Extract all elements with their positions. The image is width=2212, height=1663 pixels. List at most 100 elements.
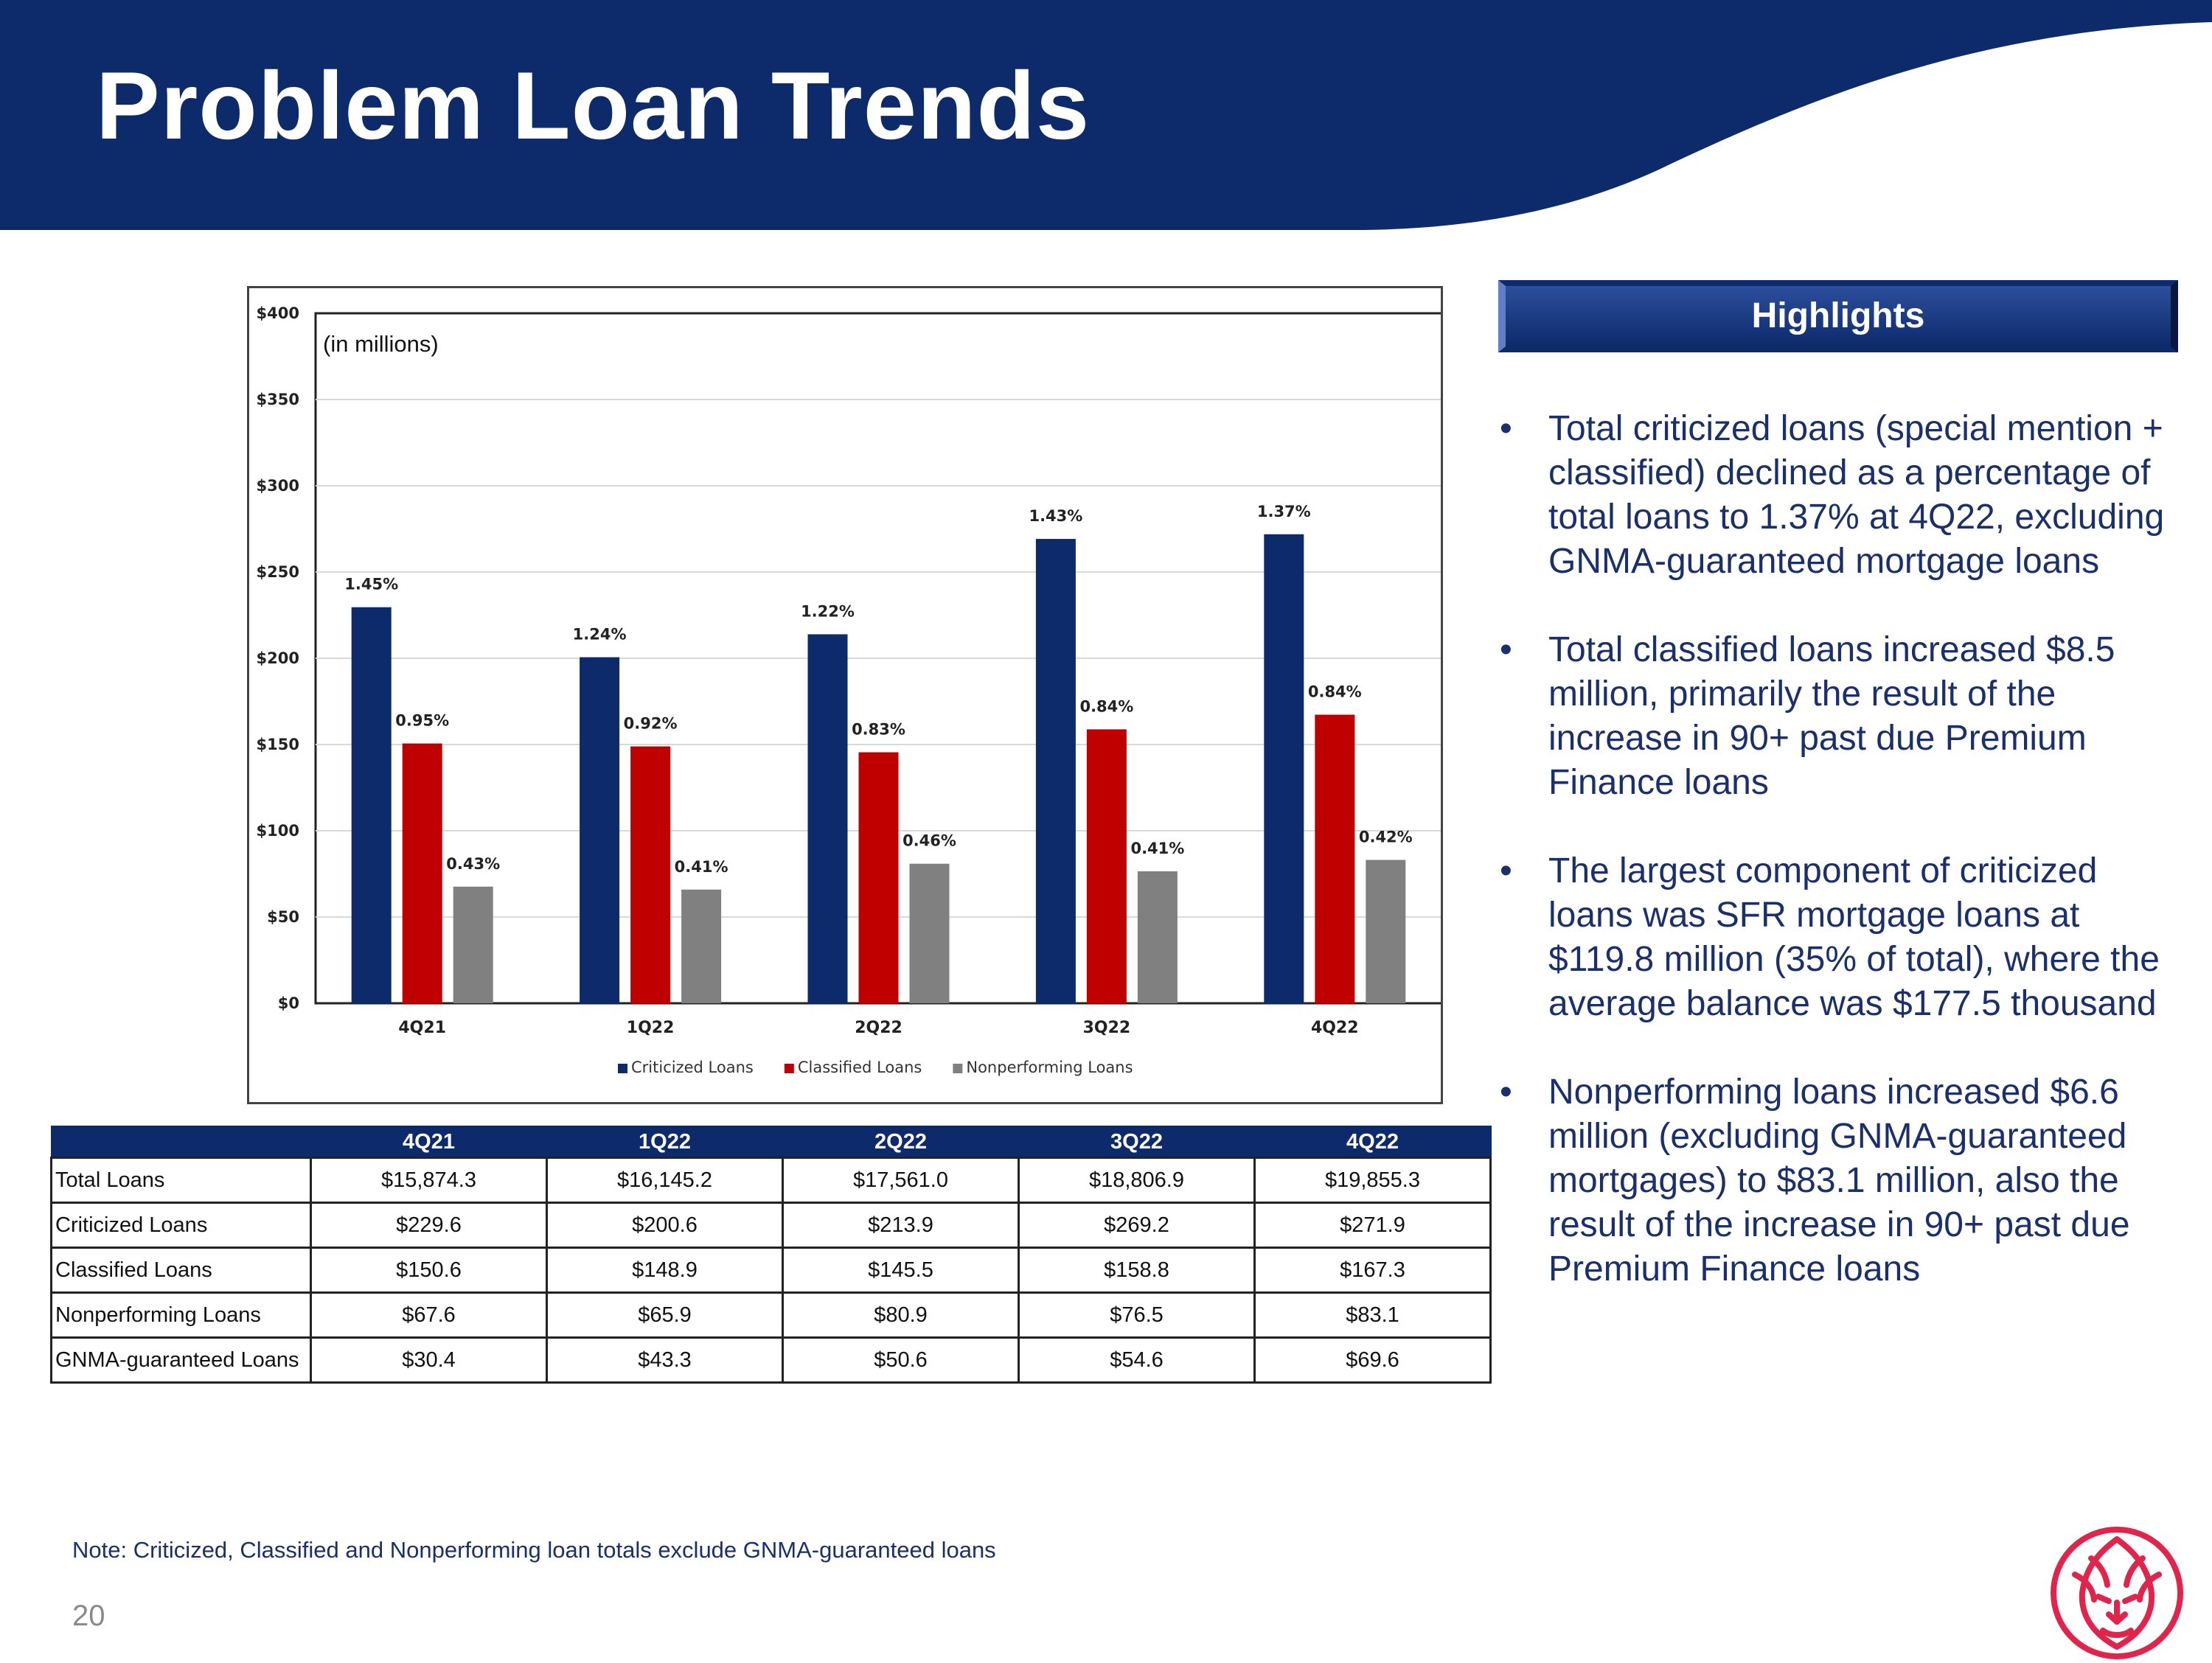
- data-label: 0.95%: [395, 712, 449, 730]
- list-item: • Total classified loans increased $8.5 m…: [1497, 628, 2183, 805]
- bullet-text: Total classified loans increased $8.5 mi…: [1548, 630, 2115, 802]
- lion-head-logo-icon: [2051, 1527, 2183, 1659]
- bullet-text: Nonperforming loans increased $6.6 milli…: [1548, 1073, 2130, 1289]
- table-cell: $80.9: [782, 1291, 1020, 1339]
- bar-nonperforming-loans: [1366, 860, 1406, 1003]
- bar-criticized-loans: [351, 607, 392, 1003]
- bar-classified-loans: [1086, 729, 1127, 1003]
- bullet-dot-icon: •: [1500, 851, 1512, 890]
- table-cell: $18,806.9: [1018, 1157, 1256, 1204]
- data-label: 1.37%: [1257, 503, 1311, 520]
- bar-nonperforming-loans: [681, 889, 722, 1003]
- table-cell: $67.6: [310, 1291, 548, 1339]
- highlights-banner: [1498, 280, 2178, 352]
- table-cell: $150.6: [310, 1247, 548, 1294]
- legend-swatch: [618, 1064, 627, 1073]
- bar-nonperforming-loans: [453, 886, 493, 1003]
- table-cell: $30.4: [310, 1336, 548, 1384]
- bar-criticized-loans: [1035, 539, 1076, 1003]
- table-cell: $50.6: [782, 1336, 1020, 1384]
- row-label: Total Loans: [50, 1157, 312, 1204]
- page-title: Problem Loan Trends: [96, 52, 1091, 159]
- data-label: 0.84%: [1079, 697, 1133, 715]
- table-cell: $15,874.3: [310, 1157, 548, 1204]
- y-tick-label: $100: [257, 822, 299, 840]
- list-item: • The largest component of criticized loa…: [1497, 849, 2183, 1026]
- bullet-dot-icon: •: [1500, 630, 1512, 669]
- data-label: 0.92%: [624, 715, 678, 733]
- bar-classified-loans: [1315, 714, 1355, 1003]
- data-label: 0.83%: [852, 721, 905, 739]
- table-cell: $43.3: [546, 1336, 784, 1384]
- table-cell: $269.2: [1018, 1202, 1256, 1249]
- y-tick-label: $200: [257, 649, 299, 667]
- row-label: Criticized Loans: [50, 1202, 312, 1249]
- header-banner: [0, 0, 2212, 230]
- data-label: 1.43%: [1029, 507, 1082, 525]
- list-item: • Nonperforming loans increased $6.6 mill…: [1497, 1070, 2183, 1291]
- bar-criticized-loans: [1264, 534, 1304, 1003]
- table-row: Criticized Loans $229.6 $200.6 $213.9 $2…: [50, 1202, 1492, 1249]
- bar-chart: $0 $50 $100 $150 $200 $250 $300 $350 $400 (in mil…: [247, 286, 1443, 1104]
- table-header-cell: 3Q22: [1018, 1126, 1256, 1159]
- table-cell: $229.6: [310, 1202, 548, 1249]
- data-label: 0.41%: [1130, 840, 1184, 857]
- table-cell: $54.6: [1018, 1336, 1256, 1384]
- table-header-corner: [50, 1126, 312, 1159]
- table-cell: $145.5: [782, 1247, 1020, 1294]
- x-tick-label: 4Q21: [398, 1019, 446, 1037]
- row-label: Nonperforming Loans: [50, 1291, 312, 1339]
- bullet-text: The largest component of criticized loan…: [1548, 851, 2160, 1023]
- y-tick-label: $150: [257, 736, 299, 753]
- bar-classified-loans: [858, 752, 899, 1003]
- table-cell: $148.9: [546, 1247, 784, 1294]
- bar-criticized-loans: [580, 657, 620, 1003]
- table-cell: $83.1: [1253, 1291, 1492, 1339]
- table-row: GNMA-guaranteed Loans $30.4 $43.3 $50.6 …: [50, 1336, 1492, 1384]
- table-cell: $65.9: [546, 1291, 784, 1339]
- legend-swatch: [784, 1064, 794, 1073]
- row-label: Classified Loans: [50, 1247, 312, 1294]
- table-header-cell: 4Q22: [1253, 1126, 1492, 1159]
- y-tick-label: $50: [267, 908, 299, 926]
- loan-data-table: 4Q21 1Q22 2Q22 3Q22 4Q22 Total Loans $15…: [50, 1126, 1492, 1384]
- bar-classified-loans: [630, 746, 671, 1003]
- table-cell: $158.8: [1018, 1247, 1256, 1294]
- y-tick-label: $350: [257, 391, 299, 408]
- table-cell: $213.9: [782, 1202, 1020, 1249]
- bar-nonperforming-loans: [909, 863, 950, 1003]
- bar-criticized-loans: [807, 634, 848, 1003]
- row-label: GNMA-guaranteed Loans: [50, 1336, 312, 1384]
- bullet-dot-icon: •: [1500, 409, 1512, 448]
- table-row: Nonperforming Loans $67.6 $65.9 $80.9 $7…: [50, 1291, 1492, 1339]
- table-header-cell: 2Q22: [782, 1126, 1020, 1159]
- legend-label: Classified Loans: [798, 1059, 922, 1076]
- y-tick-label: $0: [278, 994, 299, 1012]
- list-item: • Total criticized loans (special mention…: [1497, 407, 2183, 584]
- x-tick-label: 4Q22: [1311, 1019, 1359, 1037]
- data-label: 1.22%: [801, 602, 855, 620]
- table-cell: $17,561.0: [782, 1157, 1020, 1204]
- x-tick-label: 3Q22: [1083, 1019, 1131, 1037]
- table-header-row: 4Q21 1Q22 2Q22 3Q22 4Q22: [50, 1126, 1492, 1159]
- y-tick-label: $250: [257, 563, 299, 581]
- legend-label: Nonperforming Loans: [966, 1059, 1133, 1076]
- table-cell: $16,145.2: [546, 1157, 784, 1204]
- page-number: 20: [72, 1600, 105, 1632]
- unit-note: (in millions): [323, 331, 439, 357]
- table-cell: $76.5: [1018, 1291, 1256, 1339]
- table-cell: $167.3: [1253, 1247, 1492, 1294]
- data-label: 0.42%: [1359, 829, 1413, 846]
- data-label: 0.43%: [446, 855, 500, 873]
- data-label: 0.41%: [675, 858, 728, 876]
- table-cell: $19,855.3: [1253, 1157, 1492, 1204]
- table-cell: $69.6: [1253, 1336, 1492, 1384]
- footnote: Note: Criticized, Classified and Nonperf…: [72, 1537, 996, 1563]
- bullet-text: Total criticized loans (special mention …: [1548, 409, 2165, 581]
- legend-swatch: [953, 1064, 963, 1073]
- table-cell: $271.9: [1253, 1202, 1492, 1249]
- bar-classified-loans: [402, 743, 442, 1003]
- table-header-cell: 4Q21: [310, 1126, 548, 1159]
- chart-canvas: $0 $50 $100 $150 $200 $250 $300 $350 $400 (in mil…: [257, 304, 1441, 1076]
- x-tick-label: 2Q22: [855, 1019, 902, 1037]
